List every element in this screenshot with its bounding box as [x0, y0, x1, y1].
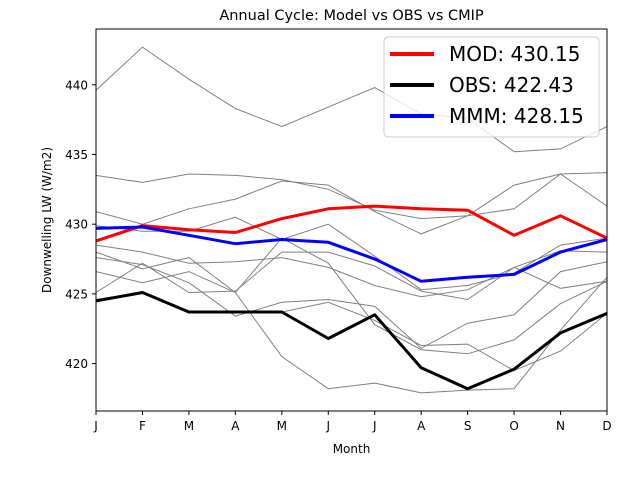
- y-axis-label: Downwelling LW (W/m2): [40, 147, 54, 293]
- legend-label: OBS: 422.43: [449, 73, 574, 97]
- legend-label: MOD: 430.15: [449, 42, 580, 66]
- ensemble-line-8: [95, 271, 608, 394]
- ensemble-line-2: [95, 172, 608, 220]
- legend-label: MMM: 428.15: [449, 104, 584, 128]
- y-axis: 420 425 430 435 440: [65, 78, 96, 371]
- series-line-3: [95, 225, 608, 283]
- legend: MOD: 430.15 OBS: 422.43 MMM: 428.15: [383, 36, 600, 138]
- x-tick-label: N: [556, 419, 565, 433]
- x-tick-label: J: [325, 419, 330, 433]
- x-tick-label: D: [602, 419, 611, 433]
- x-tick-label: O: [509, 419, 518, 433]
- ensemble-line-6: [95, 237, 608, 355]
- ensemble-line-4: [95, 216, 608, 291]
- ensemble-line-5: [95, 244, 608, 298]
- x-tick-label: M: [277, 419, 287, 433]
- series-line-2: [95, 291, 608, 391]
- ensemble-line-1: [95, 46, 608, 153]
- chart-title: Annual Cycle: Model vs OBS vs CMIP: [219, 8, 484, 24]
- x-tick-label: J: [372, 419, 377, 433]
- y-tick-label: 420: [65, 357, 88, 371]
- x-tick-label: F: [139, 419, 146, 433]
- x-tick-label: S: [464, 419, 472, 433]
- y-tick-label: 430: [65, 218, 88, 232]
- y-tick-label: 425: [65, 287, 88, 301]
- highlight-lines: [95, 204, 608, 391]
- plot-frame: [95, 28, 608, 412]
- x-axis-label: Month: [333, 442, 371, 456]
- y-tick-label: 440: [65, 78, 88, 92]
- legend-box: [383, 36, 600, 138]
- model-ensemble-lines: [95, 46, 608, 394]
- ensemble-line-7: [95, 257, 608, 349]
- x-tick-label: A: [417, 419, 426, 433]
- x-tick-label: J: [93, 419, 98, 433]
- y-tick-label: 435: [65, 148, 88, 162]
- ensemble-line-3: [95, 173, 608, 235]
- series-line-1: [95, 204, 608, 243]
- x-tick-label: M: [184, 419, 194, 433]
- x-tick-label: A: [231, 419, 240, 433]
